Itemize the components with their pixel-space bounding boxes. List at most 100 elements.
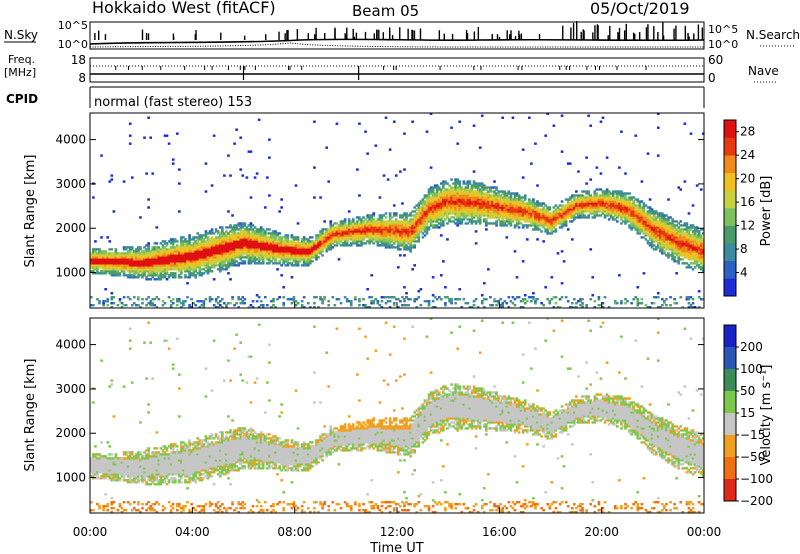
power-cell [276, 252, 279, 255]
power-cell [120, 268, 124, 271]
power-cell [511, 206, 515, 209]
power-cell [96, 258, 99, 261]
power-cell [382, 244, 386, 247]
power-cell [96, 252, 99, 255]
power-cell [439, 190, 443, 193]
power-cell [163, 302, 167, 305]
power-cell [137, 266, 140, 269]
power-cell [280, 250, 283, 253]
power-cell [286, 240, 290, 243]
power-cell [306, 246, 310, 249]
power-cell [204, 246, 208, 249]
power-cell [356, 240, 359, 243]
power-cell [376, 236, 380, 239]
power-cell [634, 216, 638, 219]
power-cell [135, 256, 138, 259]
power-cell [128, 268, 132, 271]
power-cell [114, 268, 118, 271]
power-cell [153, 272, 157, 275]
power-cell [261, 254, 265, 257]
power-cell [118, 268, 122, 271]
power-cell [130, 266, 134, 269]
power-cell [284, 240, 288, 243]
power-cell [220, 264, 224, 267]
power-cell [421, 198, 425, 201]
power-cell [609, 198, 613, 201]
power-cell [153, 266, 157, 269]
power-cell [261, 238, 265, 241]
power-cell [450, 302, 453, 305]
power-cell [270, 240, 273, 243]
power-cell [493, 300, 496, 303]
power-cell [394, 246, 398, 249]
power-cell [141, 258, 144, 261]
power-cell [241, 240, 245, 243]
power-cell [517, 222, 521, 225]
power-cell [106, 268, 110, 271]
power-cell [620, 202, 623, 205]
power-cell [527, 220, 531, 223]
power-cell [96, 248, 99, 251]
power-cell [458, 212, 462, 215]
power-cell [521, 176, 525, 179]
power-cell [546, 214, 550, 217]
power-cell [118, 258, 122, 261]
power-cell [356, 216, 359, 219]
power-cell [480, 204, 484, 207]
power-cell [507, 204, 511, 207]
power-cell [169, 274, 173, 277]
power-cell [450, 196, 453, 199]
power-cell [155, 248, 159, 251]
power-cell [220, 232, 224, 235]
power-cell [601, 196, 605, 199]
power-cell [112, 260, 116, 263]
power-cell [485, 204, 488, 207]
power-cell [245, 230, 249, 233]
power-cell [130, 270, 134, 273]
power-cell [153, 270, 157, 273]
power-cell [452, 216, 455, 219]
power-cell [114, 260, 118, 263]
power-cell [263, 242, 267, 245]
power-cell [325, 146, 329, 149]
power-cell [501, 222, 505, 225]
power-cell [476, 184, 480, 187]
power-cell [337, 224, 341, 227]
power-cell [270, 242, 273, 245]
power-cell [474, 182, 478, 185]
power-cell [102, 258, 105, 261]
power-cell [605, 194, 609, 197]
power-cell [233, 236, 236, 239]
power-cell [552, 124, 556, 127]
power-cell [161, 252, 165, 255]
power-cell [591, 202, 595, 205]
power-cell [206, 244, 210, 247]
power-cell [141, 252, 144, 255]
power-cell [159, 254, 163, 257]
power-cell [135, 270, 138, 273]
power-cell [480, 190, 484, 193]
power-cell [538, 224, 541, 227]
power-cell [241, 248, 245, 251]
power-cell [261, 242, 265, 245]
power-cell [476, 210, 480, 213]
power-cell [315, 254, 318, 257]
power-cell [241, 260, 245, 263]
power-cell [386, 242, 390, 245]
power-cell [327, 228, 331, 231]
power-cell [427, 228, 431, 231]
power-cell [108, 258, 112, 261]
power-cell [288, 240, 292, 243]
power-cell [650, 212, 654, 215]
power-cell [237, 248, 241, 251]
power-cell [560, 220, 564, 223]
power-cell [118, 260, 122, 263]
power-cell [474, 230, 478, 233]
power-cell [429, 208, 433, 211]
power-cell [560, 206, 564, 209]
power-cell [200, 256, 204, 259]
power-cell [366, 234, 369, 237]
power-cell [186, 296, 189, 299]
power-cell [456, 204, 459, 207]
power-cell [139, 264, 142, 267]
